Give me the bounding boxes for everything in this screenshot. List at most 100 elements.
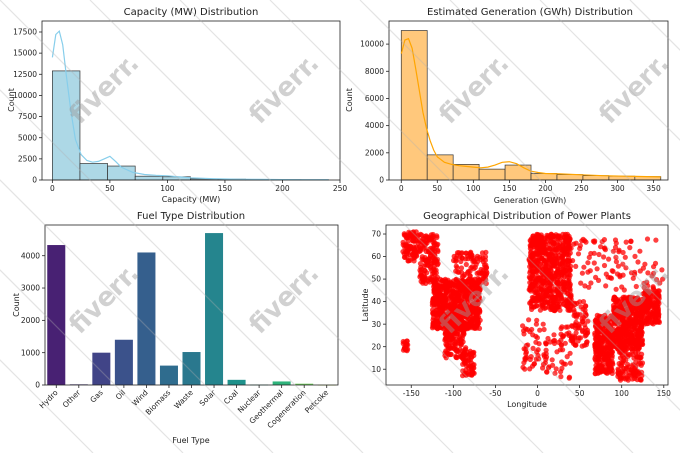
plant-point: [582, 283, 588, 289]
plant-point: [543, 341, 549, 347]
watermark-stroke: [0, 89, 364, 453]
plant-point: [630, 372, 637, 378]
plant-point: [574, 300, 580, 307]
plant-point: [467, 268, 473, 274]
plant-point: [467, 357, 473, 363]
plant-point: [618, 362, 624, 368]
geo-y-tick-label: 20: [371, 342, 381, 351]
plant-point: [657, 280, 663, 286]
capacity-histogram-panel: Capacity (MW) Distribution Count Capacit…: [7, 7, 347, 204]
plant-point: [526, 317, 532, 323]
plant-point: [655, 312, 662, 318]
plant-point: [561, 301, 567, 307]
geo-x-tick-label: -50: [489, 389, 501, 398]
plant-point: [475, 301, 481, 307]
plant-point: [471, 266, 477, 272]
plant-point: [453, 257, 459, 263]
plant-point: [591, 250, 597, 256]
watermark-stroke: [539, 0, 680, 141]
plant-point: [640, 315, 646, 321]
fuel-y-tick-label: 3000: [21, 284, 40, 293]
plant-point: [455, 312, 461, 318]
plant-point: [623, 344, 629, 350]
fuel-bar-waste: [182, 352, 201, 385]
capacity-x-tick-label: 200: [275, 184, 290, 193]
plant-point: [543, 251, 549, 257]
plant-point: [604, 318, 610, 324]
plant-point: [594, 316, 600, 322]
plant-point: [583, 332, 589, 338]
plant-point: [637, 376, 644, 383]
plant-point: [619, 333, 625, 339]
plant-point: [529, 254, 535, 260]
plant-point: [468, 310, 475, 316]
capacity-y-tick-label: 2500: [18, 154, 37, 163]
plant-point: [411, 258, 417, 264]
plant-point: [583, 303, 589, 309]
generation-y-tick-label: 0: [379, 176, 384, 185]
plant-point: [557, 291, 563, 297]
plant-point: [548, 233, 554, 239]
plant-point: [592, 238, 598, 244]
plant-point: [573, 330, 579, 336]
plant-point: [631, 326, 637, 332]
plant-point: [467, 253, 473, 259]
plant-point: [627, 294, 633, 300]
plant-point: [564, 354, 570, 360]
plant-point: [620, 261, 626, 267]
plant-point: [537, 261, 543, 267]
plant-point: [535, 275, 542, 281]
plant-point: [613, 240, 619, 246]
geo-x-tick-label: 100: [615, 389, 630, 398]
plant-point: [459, 250, 465, 256]
plant-point: [474, 311, 480, 317]
capacity-axes-frame: [41, 20, 341, 181]
capacity-plot-area: 0 2500 5000 7500 10000 12500 15000 17500 0 50 100 1…: [13, 20, 347, 193]
generation-x-tick-label: 150: [502, 184, 517, 193]
fuel-bar-solar: [205, 233, 224, 385]
geo-axes-frame: [385, 224, 669, 386]
geo-x-tick-label: 0: [535, 389, 540, 398]
fuel-x-tick-label: Other: [61, 387, 83, 409]
plant-point: [536, 242, 542, 248]
plant-point: [430, 321, 436, 327]
plant-point: [443, 318, 449, 324]
plant-point: [471, 349, 477, 355]
plant-point: [460, 285, 466, 292]
plant-point: [527, 264, 533, 270]
plant-point: [463, 325, 469, 331]
plant-point: [628, 270, 635, 276]
plant-point: [528, 300, 534, 306]
watermark-stroke: [0, 0, 454, 453]
plant-point: [460, 361, 466, 367]
plant-point: [463, 261, 469, 268]
plant-point: [598, 244, 604, 250]
plant-point: [434, 326, 440, 332]
plant-point: [612, 244, 619, 250]
plant-point: [460, 313, 466, 319]
watermark-mark: fiverr.: [243, 258, 325, 340]
plant-point: [452, 341, 458, 347]
plant-point: [563, 324, 569, 330]
plant-point: [528, 248, 534, 254]
plant-point: [644, 236, 651, 242]
plant-point: [520, 323, 526, 329]
plant-point: [625, 317, 632, 323]
generation-y-tick-label: 8000: [365, 67, 384, 76]
plant-point: [410, 229, 416, 236]
plant-point: [627, 245, 633, 251]
plant-point: [571, 307, 577, 313]
plant-point: [601, 262, 608, 269]
watermark-mark: fiverr.: [63, 258, 145, 340]
plant-point: [612, 305, 618, 311]
capacity-y-axis-label: Count: [7, 88, 16, 112]
plant-point: [553, 366, 559, 372]
plant-point: [573, 263, 579, 269]
plant-point: [447, 340, 454, 346]
plant-point: [655, 306, 662, 312]
plant-point: [555, 279, 561, 285]
plant-point: [454, 355, 460, 361]
capacity-y-tick-label: 5000: [18, 133, 37, 142]
plant-point: [617, 274, 623, 280]
plant-point: [521, 360, 527, 366]
